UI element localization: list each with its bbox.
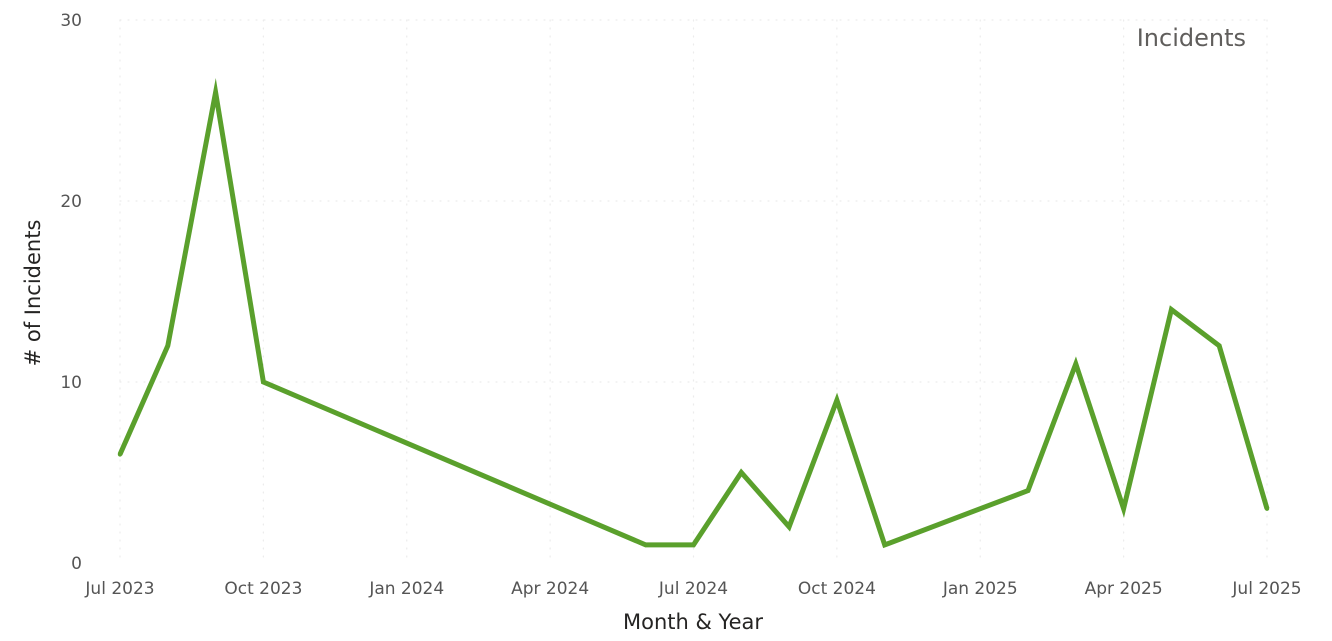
x-tick-label: Jul 2025 <box>1231 579 1301 599</box>
y-tick-label: 30 <box>60 11 82 31</box>
data-point <box>165 343 170 348</box>
x-tick-label: Apr 2024 <box>511 579 589 599</box>
data-point <box>261 379 266 385</box>
x-axis-ticks: Jul 2023 Oct 2023 Jan 2024 Apr 2024 Jul 2024… <box>84 579 1301 599</box>
data-point <box>1217 343 1222 348</box>
x-tick-label: Jul 2024 <box>658 579 728 599</box>
data-point <box>834 397 840 403</box>
y-axis-ticks: 0 10 20 30 <box>60 11 82 574</box>
x-tick-label: Oct 2023 <box>224 579 302 599</box>
x-axis-title: Month & Year <box>623 610 763 634</box>
data-point <box>1025 488 1031 493</box>
gridlines <box>119 19 1268 564</box>
x-tick-label: Jan 2025 <box>942 579 1018 599</box>
legend-incidents[interactable]: Incidents <box>1137 24 1246 52</box>
data-point <box>1264 506 1270 511</box>
y-tick-label: 20 <box>60 192 82 212</box>
y-tick-label: 0 <box>71 554 82 574</box>
x-tick-label: Oct 2024 <box>798 579 876 599</box>
data-point <box>1073 361 1079 367</box>
data-point <box>1169 307 1174 312</box>
x-tick-label: Apr 2025 <box>1085 579 1163 599</box>
x-tick-label: Jul 2023 <box>84 579 154 599</box>
data-point <box>213 90 218 95</box>
y-axis-title: # of Incidents <box>21 220 45 367</box>
series-line-incidents <box>117 78 1270 549</box>
data-point <box>882 542 887 548</box>
y-tick-label: 10 <box>60 373 82 393</box>
data-point <box>786 524 792 529</box>
data-point <box>691 542 696 548</box>
x-tick-label: Jan 2024 <box>368 579 444 599</box>
series-layer <box>117 78 1270 549</box>
data-point <box>1121 506 1126 511</box>
data-point <box>739 470 744 475</box>
data-point <box>117 452 123 457</box>
data-point <box>643 542 648 548</box>
